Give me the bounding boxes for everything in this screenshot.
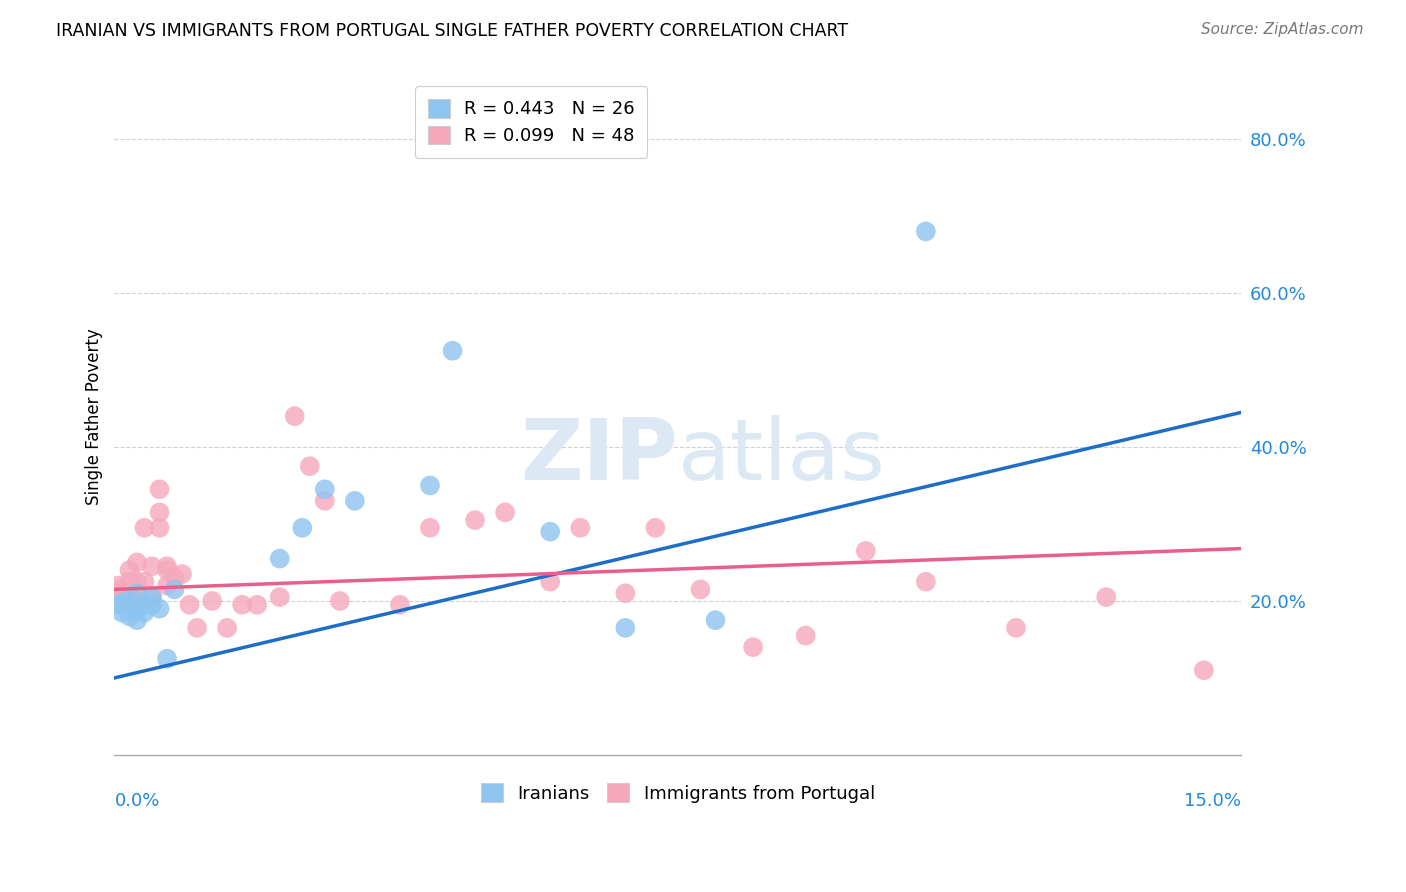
Point [125, 594, 148, 608]
Point [298, 459, 321, 474]
Point [419, 478, 441, 492]
Point [156, 559, 179, 574]
Y-axis label: Single Father Poverty: Single Father Poverty [86, 327, 103, 505]
Text: ZIP: ZIP [520, 416, 678, 499]
Point [915, 224, 938, 238]
Point [246, 598, 269, 612]
Point [269, 551, 291, 566]
Point [118, 574, 141, 589]
Point [343, 493, 366, 508]
Point [111, 586, 134, 600]
Point [141, 590, 163, 604]
Point [141, 598, 163, 612]
Point [148, 505, 170, 519]
Point [125, 586, 148, 600]
Legend: Iranians, Immigrants from Portugal: Iranians, Immigrants from Portugal [470, 772, 886, 814]
Point [134, 574, 156, 589]
Point [689, 582, 711, 597]
Point [704, 613, 727, 627]
Point [494, 505, 516, 519]
Point [614, 621, 637, 635]
Point [148, 601, 170, 615]
Point [179, 598, 201, 612]
Point [134, 606, 156, 620]
Point [291, 521, 314, 535]
Point [1005, 621, 1028, 635]
Point [170, 566, 193, 581]
Point [441, 343, 464, 358]
Point [111, 598, 134, 612]
Point [107, 598, 129, 612]
Point [186, 621, 208, 635]
Point [614, 586, 637, 600]
Point [217, 621, 239, 635]
Point [141, 590, 163, 604]
Point [111, 606, 134, 620]
Point [156, 651, 179, 665]
Point [134, 521, 156, 535]
Point [125, 601, 148, 615]
Point [388, 598, 411, 612]
Point [419, 521, 441, 535]
Text: IRANIAN VS IMMIGRANTS FROM PORTUGAL SINGLE FATHER POVERTY CORRELATION CHART: IRANIAN VS IMMIGRANTS FROM PORTUGAL SING… [56, 22, 848, 40]
Text: Source: ZipAtlas.com: Source: ZipAtlas.com [1201, 22, 1364, 37]
Point [231, 598, 253, 612]
Point [118, 563, 141, 577]
Point [569, 521, 592, 535]
Point [855, 544, 877, 558]
Point [269, 590, 291, 604]
Point [1095, 590, 1118, 604]
Point [148, 483, 170, 497]
Point [156, 563, 179, 577]
Point [284, 409, 307, 424]
Point [644, 521, 666, 535]
Point [201, 594, 224, 608]
Point [125, 613, 148, 627]
Point [163, 571, 186, 585]
Point [794, 629, 817, 643]
Point [107, 578, 129, 592]
Point [118, 598, 141, 612]
Point [314, 493, 336, 508]
Point [111, 582, 134, 597]
Text: 0.0%: 0.0% [114, 792, 160, 810]
Point [125, 556, 148, 570]
Point [156, 578, 179, 592]
Point [114, 594, 136, 608]
Point [329, 594, 352, 608]
Point [915, 574, 938, 589]
Text: atlas: atlas [678, 416, 886, 499]
Text: 15.0%: 15.0% [1184, 792, 1241, 810]
Point [314, 483, 336, 497]
Point [1192, 663, 1215, 677]
Point [118, 594, 141, 608]
Point [538, 574, 561, 589]
Point [148, 521, 170, 535]
Point [118, 609, 141, 624]
Point [163, 582, 186, 597]
Point [141, 559, 163, 574]
Point [134, 598, 156, 612]
Point [742, 640, 765, 654]
Point [125, 574, 148, 589]
Point [464, 513, 486, 527]
Point [538, 524, 561, 539]
